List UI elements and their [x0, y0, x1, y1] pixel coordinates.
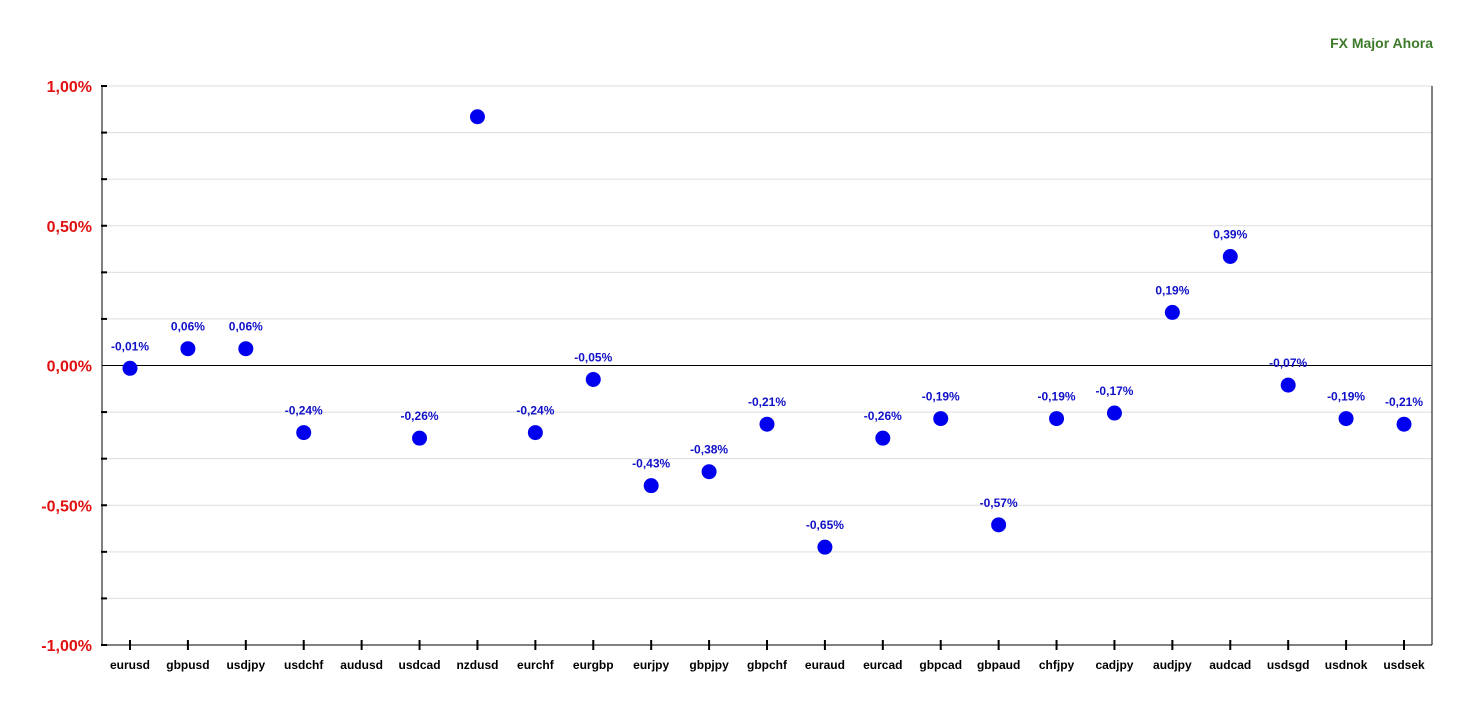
data-point: [238, 341, 254, 357]
data-label: -0,21%: [1385, 395, 1423, 409]
x-tick-label: usdcad: [399, 658, 441, 672]
data-label: -0,43%: [632, 457, 670, 471]
x-tick-label: eurusd: [110, 658, 150, 672]
data-label: -0,19%: [922, 390, 960, 404]
x-tick-label: eurjpy: [633, 658, 669, 672]
data-label: 0,06%: [229, 320, 263, 334]
data-point: [1222, 248, 1238, 264]
data-point: [1106, 405, 1122, 421]
data-point: [643, 478, 659, 494]
x-tick-label: euraud: [805, 658, 845, 672]
data-point: [412, 430, 428, 446]
data-label: -0,24%: [285, 404, 323, 418]
x-tick-label: audcad: [1209, 658, 1251, 672]
x-tick-label: eurchf: [517, 658, 555, 672]
data-label: -0,01%: [111, 339, 149, 353]
x-tick-label: audjpy: [1153, 658, 1192, 672]
y-axis-ticks: 1,00% 0,50% 0,00% -0,50% -1,00%: [41, 79, 92, 655]
y-tick-label: 0,50%: [47, 219, 92, 236]
x-tick-label: gbpcad: [919, 658, 962, 672]
data-point: [1280, 377, 1296, 393]
data-point: [817, 539, 833, 555]
data-label: 0,19%: [1155, 283, 1189, 297]
data-point: [585, 371, 601, 387]
data-label: -0,24%: [516, 404, 554, 418]
y-tick-label: -1,00%: [41, 638, 92, 655]
data-point: [701, 464, 717, 480]
data-point: [122, 360, 138, 376]
data-label: -0,17%: [1095, 384, 1133, 398]
x-axis-ticks: eurusd gbpusd usdjpy usdchf audusd usdcad nzdu…: [110, 640, 1425, 672]
data-points: [122, 109, 1412, 555]
axes: [101, 85, 1433, 646]
data-label: -0,57%: [980, 496, 1018, 510]
x-tick-label: usdnok: [1325, 658, 1368, 672]
data-point: [933, 411, 949, 427]
data-label: -0,07%: [1269, 356, 1307, 370]
x-tick-label: gbpjpy: [689, 658, 729, 672]
data-labels: -0,01% 0,06% 0,06% -0,24% -0,26% -0,24% -0,05%…: [111, 227, 1423, 532]
data-label: -0,26%: [401, 409, 439, 423]
data-label: -0,19%: [1327, 390, 1365, 404]
data-label: -0,05%: [574, 350, 612, 364]
x-tick-label: cadjpy: [1095, 658, 1133, 672]
data-label: 0,39%: [1213, 227, 1247, 241]
data-label: 0,06%: [171, 320, 205, 334]
chart-title: FX Major Ahora: [1330, 35, 1433, 51]
data-point: [1164, 304, 1180, 320]
data-label: -0,65%: [806, 518, 844, 532]
x-tick-label: chfjpy: [1039, 658, 1075, 672]
x-tick-label: eurcad: [863, 658, 902, 672]
data-point: [1338, 411, 1354, 427]
data-point: [180, 341, 196, 357]
data-point: [991, 517, 1007, 533]
data-point: [469, 109, 485, 125]
x-tick-label: gbpchf: [747, 658, 788, 672]
data-point: [1396, 416, 1412, 432]
data-point: [875, 430, 891, 446]
x-tick-label: gbpusd: [166, 658, 209, 672]
y-tick-label: 0,00%: [47, 359, 92, 376]
x-tick-label: eurgbp: [573, 658, 614, 672]
x-tick-label: usdsek: [1383, 658, 1425, 672]
x-tick-label: usdsgd: [1267, 658, 1310, 672]
x-tick-label: usdjpy: [226, 658, 265, 672]
data-label: -0,38%: [690, 443, 728, 457]
y-tick-label: -0,50%: [41, 498, 92, 515]
data-point: [759, 416, 775, 432]
x-tick-label: audusd: [340, 658, 383, 672]
x-tick-label: usdchf: [284, 658, 324, 672]
x-tick-label: gbpaud: [977, 658, 1020, 672]
data-point: [1049, 411, 1065, 427]
data-point: [296, 425, 312, 441]
y-tick-label: 1,00%: [47, 79, 92, 96]
data-label: -0,19%: [1038, 390, 1076, 404]
data-point: [527, 425, 543, 441]
data-label: -0,21%: [748, 395, 786, 409]
x-tick-label: nzdusd: [456, 658, 498, 672]
data-label: -0,26%: [864, 409, 902, 423]
